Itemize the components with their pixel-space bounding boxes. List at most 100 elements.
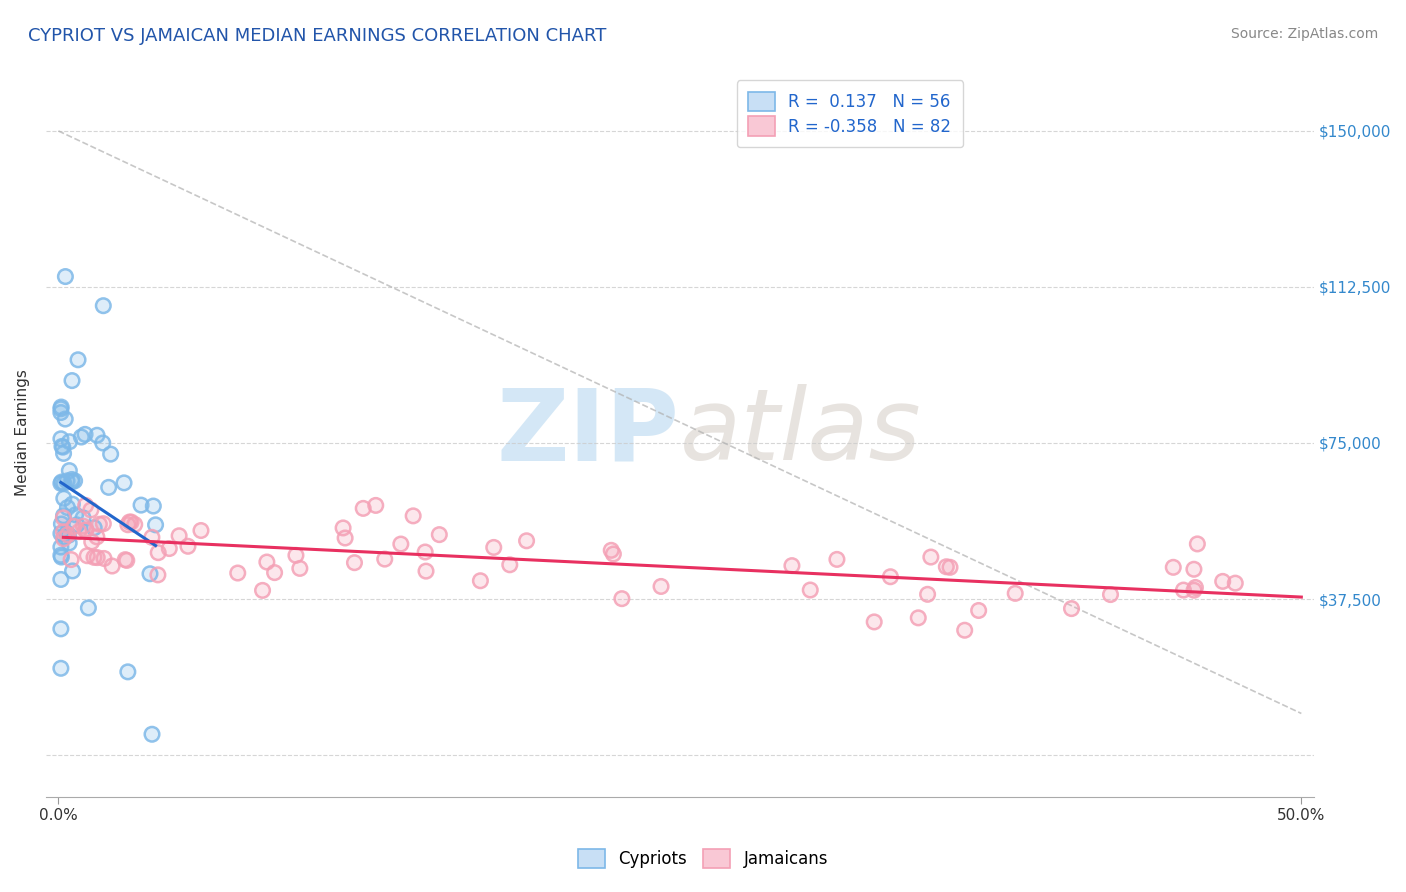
Point xyxy=(63,474,86,488)
Point xyxy=(53,530,76,544)
Point xyxy=(1004,586,1026,600)
Point xyxy=(907,611,929,625)
Point xyxy=(148,546,170,560)
Point xyxy=(117,665,139,679)
Point xyxy=(364,499,387,513)
Point xyxy=(863,615,886,629)
Point xyxy=(120,515,142,529)
Point xyxy=(1184,581,1206,595)
Point xyxy=(72,519,94,533)
Point xyxy=(935,559,957,574)
Point xyxy=(610,591,633,606)
Point xyxy=(1225,576,1247,591)
Point xyxy=(83,550,105,565)
Point xyxy=(51,400,73,414)
Point xyxy=(75,499,97,513)
Point xyxy=(352,501,374,516)
Point xyxy=(142,499,165,513)
Point xyxy=(610,591,633,606)
Point xyxy=(49,405,72,419)
Point xyxy=(58,434,80,449)
Point xyxy=(52,508,75,523)
Point xyxy=(1099,588,1122,602)
Point xyxy=(117,665,139,679)
Point xyxy=(124,517,146,532)
Point xyxy=(49,432,72,446)
Point xyxy=(129,498,152,512)
Point xyxy=(51,549,73,564)
Point xyxy=(77,601,100,615)
Point xyxy=(58,434,80,449)
Point xyxy=(51,400,73,414)
Point xyxy=(516,533,538,548)
Point xyxy=(52,446,75,460)
Point xyxy=(49,548,72,562)
Point xyxy=(953,624,976,638)
Point xyxy=(863,615,886,629)
Point xyxy=(780,558,803,573)
Point xyxy=(93,516,115,531)
Point xyxy=(89,517,111,532)
Point xyxy=(226,566,249,580)
Point xyxy=(470,574,492,588)
Point xyxy=(58,536,80,550)
Point xyxy=(76,549,98,563)
Point xyxy=(343,556,366,570)
Point xyxy=(49,405,72,419)
Point xyxy=(1004,586,1026,600)
Point xyxy=(49,540,72,554)
Point xyxy=(100,447,122,461)
Point xyxy=(288,561,311,575)
Point xyxy=(256,555,278,569)
Point xyxy=(49,401,72,416)
Point xyxy=(101,559,124,574)
Point xyxy=(389,537,412,551)
Point xyxy=(73,427,96,442)
Point xyxy=(157,541,180,556)
Point xyxy=(120,515,142,529)
Point xyxy=(80,503,103,517)
Point xyxy=(167,529,190,543)
Point xyxy=(56,500,79,515)
Point xyxy=(117,517,139,532)
Point xyxy=(177,539,200,553)
Point xyxy=(650,579,672,593)
Point xyxy=(52,532,75,546)
Text: CYPRIOT VS JAMAICAN MEDIAN EARNINGS CORRELATION CHART: CYPRIOT VS JAMAICAN MEDIAN EARNINGS CORR… xyxy=(28,27,606,45)
Point xyxy=(65,508,87,522)
Point xyxy=(67,352,90,367)
Point xyxy=(516,533,538,548)
Point xyxy=(117,517,139,532)
Point xyxy=(51,439,73,453)
Point xyxy=(52,446,75,460)
Point xyxy=(56,500,79,515)
Point xyxy=(58,536,80,550)
Point xyxy=(799,582,821,597)
Point xyxy=(52,532,75,546)
Point xyxy=(1161,560,1184,574)
Point xyxy=(1212,574,1234,589)
Point xyxy=(60,552,83,566)
Point xyxy=(80,503,103,517)
Point xyxy=(58,464,80,478)
Legend: Cypriots, Jamaicans: Cypriots, Jamaicans xyxy=(571,842,835,875)
Point xyxy=(1212,574,1234,589)
Point xyxy=(939,560,962,574)
Point xyxy=(80,534,103,549)
Y-axis label: Median Earnings: Median Earnings xyxy=(15,369,30,496)
Point xyxy=(66,517,89,532)
Point xyxy=(72,511,94,525)
Point xyxy=(252,583,274,598)
Text: ZIP: ZIP xyxy=(496,384,681,481)
Point xyxy=(112,475,135,490)
Point xyxy=(141,530,163,544)
Point xyxy=(56,474,79,488)
Point xyxy=(284,549,307,563)
Point xyxy=(52,511,75,525)
Point xyxy=(1182,562,1205,576)
Point xyxy=(1182,583,1205,598)
Point xyxy=(51,516,73,531)
Point xyxy=(89,517,111,532)
Point xyxy=(364,499,387,513)
Point xyxy=(58,464,80,478)
